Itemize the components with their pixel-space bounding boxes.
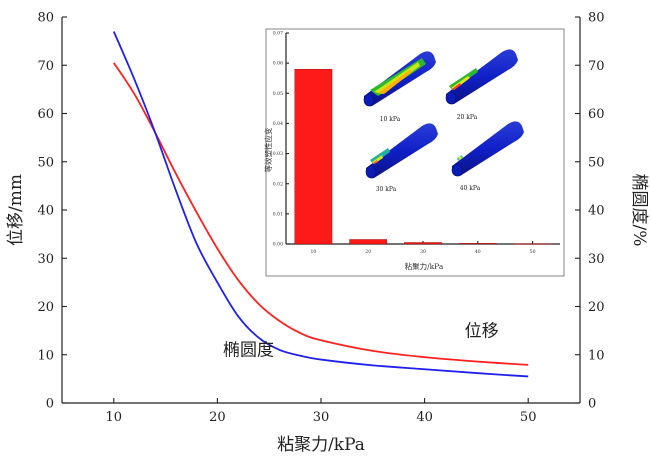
x-tick-label: 20 bbox=[209, 410, 226, 425]
y-tick-label-right: 50 bbox=[588, 155, 605, 170]
y-tick-label-right: 0 bbox=[588, 397, 596, 412]
y-tick-label-right: 80 bbox=[588, 11, 605, 26]
inset-bar bbox=[513, 243, 552, 245]
annotation-ellipticity: 椭圆度 bbox=[223, 341, 274, 361]
inset-bar bbox=[458, 243, 497, 245]
main-ticks: 10 20 30 40 50 0 0 10 10 20 20 30 30 40 40 50 50 60 60 70 70… bbox=[37, 11, 604, 426]
y-tick-label-right: 20 bbox=[588, 300, 605, 315]
y-tick-label-left: 70 bbox=[37, 59, 54, 74]
inset-y-tick-label: 0.05 bbox=[273, 91, 283, 97]
y-tick-label-left: 10 bbox=[37, 348, 54, 363]
x-tick-label: 30 bbox=[313, 410, 330, 425]
y-tick-label-left: 80 bbox=[37, 11, 54, 26]
inset-bars bbox=[294, 68, 552, 245]
x-tick-label: 40 bbox=[416, 410, 433, 425]
x-axis-title: 粘聚力/kPa bbox=[277, 435, 365, 455]
inset-y-tick-label: 0.01 bbox=[273, 211, 283, 217]
y-tick-label-right: 10 bbox=[588, 348, 605, 363]
inset-bar bbox=[349, 239, 388, 245]
y-tick-label-left: 50 bbox=[37, 155, 54, 170]
main-series-lines bbox=[112, 31, 529, 378]
inset-x-tick-label: 40 bbox=[475, 249, 481, 255]
inset-ticks: 0.00 0.01 0.02 0.03 0.04 0.05 0.06 0.07 10 20 30 40… bbox=[273, 31, 536, 255]
inset-x-tick-label: 20 bbox=[365, 249, 371, 255]
inset-y-tick-label: 0.07 bbox=[273, 31, 283, 37]
inset-y-tick-label: 0.02 bbox=[273, 181, 283, 187]
annotation-displacement: 位移 bbox=[465, 321, 499, 341]
inset-x-tick-label: 50 bbox=[530, 249, 536, 255]
inset-x-axis-title: 粘聚力/kPa bbox=[405, 261, 444, 271]
inset-x-tick-label: 10 bbox=[310, 249, 316, 255]
inset-y-axis-title: 等效塑性应变 bbox=[263, 127, 273, 172]
y-tick-label-left: 40 bbox=[37, 204, 54, 219]
inset-y-tick-label: 0.00 bbox=[273, 242, 283, 248]
y-tick-label-left: 20 bbox=[37, 300, 54, 315]
inset-bar bbox=[404, 242, 442, 245]
contour-label-40kpa: 40 kPa bbox=[460, 185, 481, 192]
inset-bar bbox=[294, 68, 333, 245]
contour-image-40kpa bbox=[451, 121, 524, 177]
y-tick-label-right: 70 bbox=[588, 59, 605, 74]
y-tick-label-left: 60 bbox=[37, 107, 54, 122]
inset-y-tick-label: 0.04 bbox=[273, 121, 283, 127]
y-tick-label-right: 40 bbox=[588, 204, 605, 219]
inset-y-tick-label: 0.06 bbox=[273, 61, 283, 67]
inset-x-tick-label: 30 bbox=[420, 249, 426, 255]
y-tick-label-right: 30 bbox=[588, 252, 605, 267]
contour-image-20kpa bbox=[445, 49, 518, 105]
y-tick-label-right: 60 bbox=[588, 107, 605, 122]
contour-label-30kpa: 30 kPa bbox=[376, 186, 397, 193]
y-tick-label-left: 0 bbox=[46, 397, 54, 412]
x-tick-label: 10 bbox=[106, 410, 123, 425]
x-tick-label: 50 bbox=[520, 410, 537, 425]
contour-label-20kpa: 20 kPa bbox=[457, 114, 478, 121]
y-tick-label-left: 30 bbox=[37, 252, 54, 267]
inset-y-tick-label: 0.03 bbox=[273, 151, 283, 157]
contour-label-10kpa: 10 kPa bbox=[380, 116, 401, 123]
contour-image-30kpa bbox=[365, 123, 438, 179]
series-line-ellipticity bbox=[112, 31, 529, 378]
contour-image-10kpa bbox=[363, 51, 436, 107]
main-plot: 10 20 30 40 50 0 0 10 10 20 20 30 30 40 40 50 50 60 60 70 70… bbox=[6, 11, 649, 456]
y-axis-title-right: 椭圆度/% bbox=[629, 174, 649, 247]
inset-chart: 0.00 0.01 0.02 0.03 0.04 0.05 0.06 0.07 10 20 30 40… bbox=[263, 28, 565, 277]
series-line-displacement bbox=[113, 62, 529, 366]
y-axis-title-left: 位移/mm bbox=[6, 174, 26, 246]
